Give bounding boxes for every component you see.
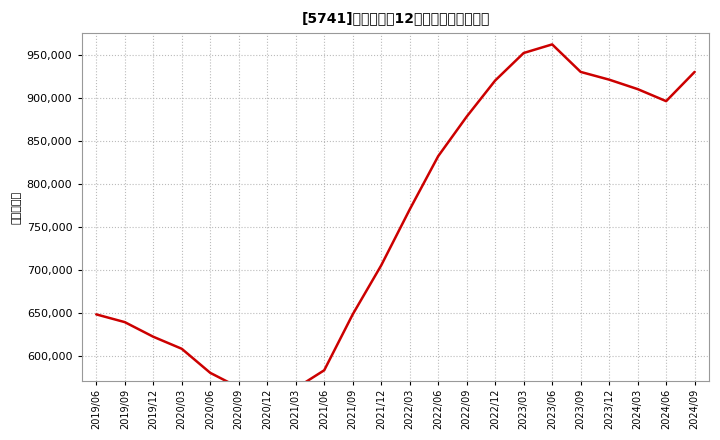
Y-axis label: （百万円）: （百万円） [11,191,21,224]
Title: [5741]　売上高の12か月移動合計の推移: [5741] 売上高の12か月移動合計の推移 [301,11,490,25]
